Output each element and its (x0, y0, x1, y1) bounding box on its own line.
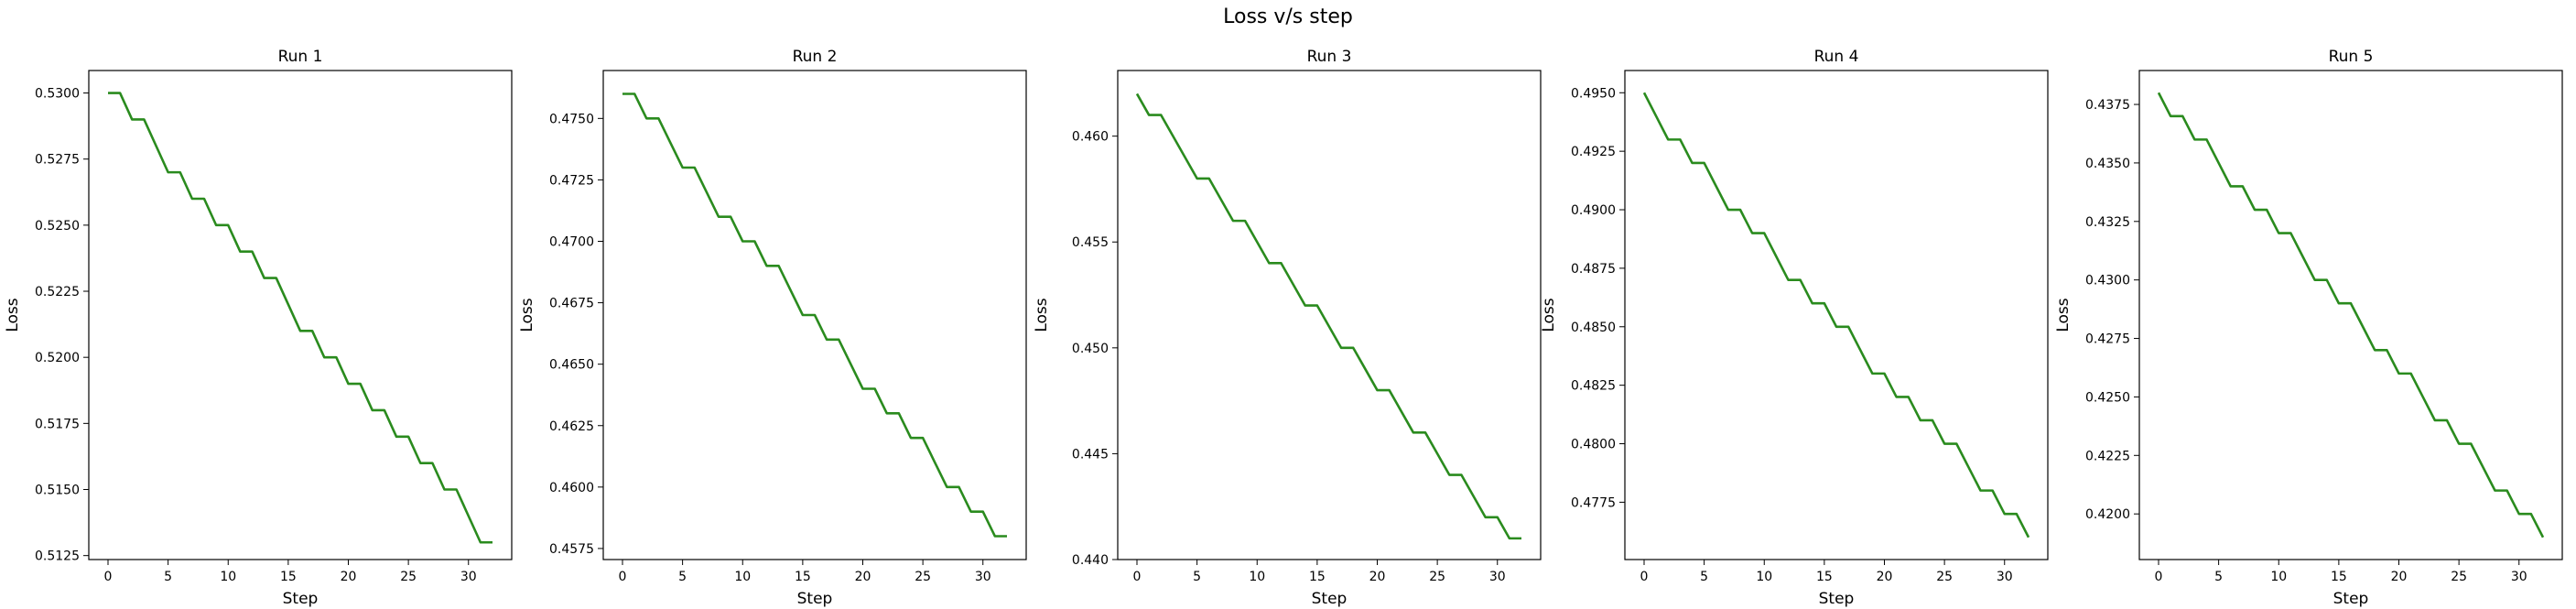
x-tick-label: 5 (2214, 570, 2223, 584)
x-tick-label: 30 (460, 570, 477, 584)
y-tick-label: 0.4850 (1571, 321, 1616, 335)
x-tick-label: 25 (915, 570, 931, 584)
y-tick-label: 0.4725 (549, 173, 594, 188)
y-tick-label: 0.445 (1072, 447, 1109, 462)
y-axis-label: Loss (2054, 298, 2073, 332)
x-tick-label: 15 (280, 570, 297, 584)
x-tick-label: 5 (678, 570, 687, 584)
y-tick-label: 0.4625 (549, 419, 594, 434)
y-tick-label: 0.5275 (35, 153, 80, 168)
x-tick-label: 20 (341, 570, 357, 584)
y-tick-label: 0.4875 (1571, 262, 1616, 277)
x-axis-label: Step (283, 590, 319, 608)
x-axis-label: Step (2333, 590, 2369, 608)
y-tick-label: 0.4200 (2085, 507, 2130, 522)
panel-title-run-5: Run 5 (2329, 48, 2374, 66)
x-tick-label: 30 (1489, 570, 1506, 584)
y-tick-label: 0.4350 (2085, 157, 2130, 171)
y-tick-label: 0.4600 (549, 481, 594, 495)
y-tick-label: 0.5125 (35, 549, 80, 564)
y-tick-label: 0.455 (1072, 235, 1109, 250)
x-axis-label: Step (797, 590, 833, 608)
y-tick-label: 0.4250 (2085, 390, 2130, 405)
x-tick-label: 15 (795, 570, 811, 584)
x-tick-label: 20 (1877, 570, 1893, 584)
y-axis-label: Loss (518, 298, 536, 332)
y-tick-label: 0.4225 (2085, 449, 2130, 463)
x-tick-label: 5 (1700, 570, 1708, 584)
y-tick-label: 0.5225 (35, 285, 80, 299)
axes-frame-run-1 (88, 70, 513, 560)
y-tick-label: 0.5250 (35, 219, 80, 234)
loss-line-run-4 (1642, 92, 2030, 538)
y-tick-label: 0.4925 (1571, 145, 1616, 159)
y-tick-label: 0.4750 (549, 112, 594, 126)
x-tick-label: 30 (2511, 570, 2527, 584)
x-tick-label: 30 (1997, 570, 2013, 584)
panel-title-run-3: Run 3 (1307, 48, 1352, 66)
figure-title: Loss v/s step (1223, 5, 1353, 28)
y-tick-label: 0.4775 (1571, 495, 1616, 510)
x-tick-label: 10 (1756, 570, 1772, 584)
axes-frame-run-5 (2138, 70, 2563, 560)
y-tick-label: 0.4825 (1571, 379, 1616, 394)
axes-frame-run-2 (602, 70, 1027, 560)
x-tick-label: 25 (400, 570, 417, 584)
panel-title-run-4: Run 4 (1814, 48, 1859, 66)
x-tick-label: 0 (104, 570, 113, 584)
panel-title-run-2: Run 2 (793, 48, 838, 66)
x-tick-label: 10 (220, 570, 236, 584)
y-axis-label: Loss (4, 298, 22, 332)
y-tick-label: 0.5200 (35, 351, 80, 365)
y-tick-label: 0.4300 (2085, 274, 2130, 288)
x-tick-label: 15 (1816, 570, 1833, 584)
loss-line-run-2 (622, 92, 1007, 538)
y-tick-label: 0.4375 (2085, 98, 2130, 113)
x-tick-label: 20 (855, 570, 871, 584)
y-tick-label: 0.4675 (549, 297, 594, 311)
x-tick-label: 5 (1193, 570, 1201, 584)
y-tick-label: 0.5300 (35, 87, 80, 102)
axes-frame-run-4 (1624, 70, 2049, 560)
y-tick-label: 0.4700 (549, 234, 594, 249)
x-tick-label: 10 (734, 570, 751, 584)
x-tick-label: 25 (1429, 570, 1445, 584)
x-tick-label: 20 (1369, 570, 1386, 584)
y-tick-label: 0.440 (1072, 553, 1109, 568)
y-tick-label: 0.460 (1072, 130, 1109, 145)
x-tick-label: 15 (2331, 570, 2347, 584)
y-tick-label: 0.450 (1072, 342, 1109, 356)
x-tick-label: 0 (1133, 570, 1142, 584)
loss-line-run-3 (1135, 92, 1521, 540)
y-tick-label: 0.5175 (35, 417, 80, 431)
y-tick-label: 0.4900 (1571, 203, 1616, 218)
x-tick-label: 25 (1936, 570, 1953, 584)
x-tick-label: 0 (619, 570, 627, 584)
loss-line-run-1 (108, 92, 492, 544)
x-tick-label: 0 (1640, 570, 1649, 584)
y-axis-label: Loss (1540, 298, 1558, 332)
x-axis-label: Step (1312, 590, 1348, 608)
y-tick-label: 0.4575 (549, 542, 594, 557)
y-axis-label: Loss (1033, 298, 1051, 332)
y-tick-label: 0.4800 (1571, 438, 1616, 452)
x-tick-label: 10 (2270, 570, 2287, 584)
x-axis-label: Step (1819, 590, 1855, 608)
x-tick-label: 20 (2391, 570, 2408, 584)
y-tick-label: 0.4325 (2085, 215, 2130, 230)
y-tick-label: 0.5150 (35, 484, 80, 498)
panel-title-run-1: Run 1 (278, 48, 323, 66)
axes-frame-run-3 (1117, 70, 1542, 560)
y-tick-label: 0.4650 (549, 358, 594, 373)
x-tick-label: 0 (2155, 570, 2163, 584)
x-tick-label: 25 (2451, 570, 2467, 584)
y-tick-label: 0.4950 (1571, 86, 1616, 101)
y-tick-label: 0.4275 (2085, 332, 2130, 347)
x-tick-label: 10 (1249, 570, 1265, 584)
x-tick-label: 30 (975, 570, 991, 584)
x-tick-label: 5 (164, 570, 172, 584)
x-tick-label: 15 (1309, 570, 1326, 584)
loss-line-run-5 (2157, 92, 2545, 538)
